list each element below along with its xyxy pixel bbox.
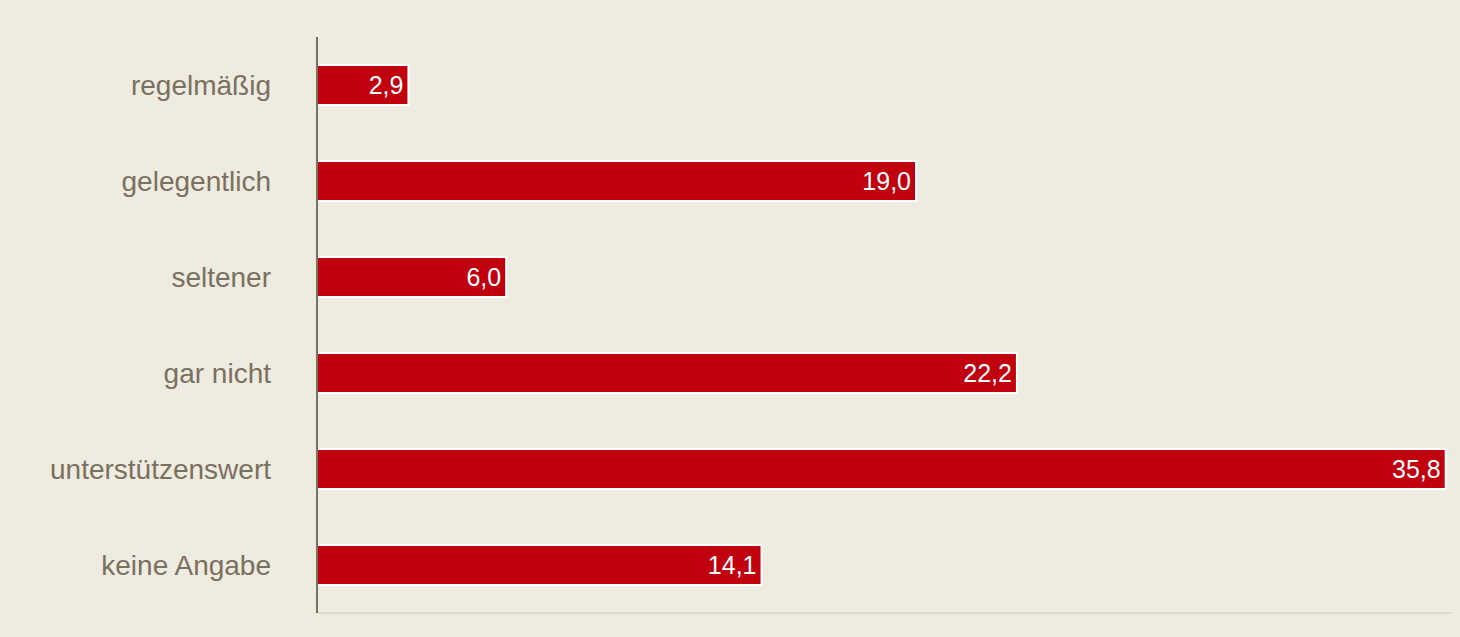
- svg-text:2,9: 2,9: [369, 71, 404, 99]
- svg-text:regelmäßig: regelmäßig: [131, 70, 271, 101]
- svg-text:seltener: seltener: [171, 262, 271, 293]
- svg-text:19,0: 19,0: [862, 167, 911, 195]
- svg-text:35,8: 35,8: [1392, 455, 1441, 483]
- svg-text:keine Angabe: keine Angabe: [101, 550, 271, 581]
- svg-text:6,0: 6,0: [466, 263, 501, 291]
- svg-text:gelegentlich: gelegentlich: [122, 166, 271, 197]
- svg-text:gar nicht: gar nicht: [164, 358, 272, 389]
- svg-text:22,2: 22,2: [963, 359, 1012, 387]
- svg-text:unterstützenswert: unterstützenswert: [50, 454, 271, 485]
- svg-text:14,1: 14,1: [708, 551, 757, 579]
